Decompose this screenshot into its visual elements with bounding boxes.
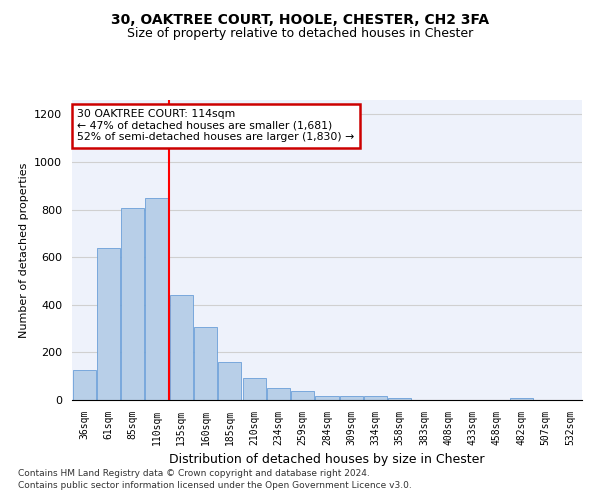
Text: 30 OAKTREE COURT: 114sqm
← 47% of detached houses are smaller (1,681)
52% of sem: 30 OAKTREE COURT: 114sqm ← 47% of detach… bbox=[77, 109, 355, 142]
Text: Contains public sector information licensed under the Open Government Licence v3: Contains public sector information licen… bbox=[18, 481, 412, 490]
Bar bbox=[316, 396, 338, 400]
Bar bbox=[170, 295, 193, 400]
Bar bbox=[121, 208, 144, 400]
Y-axis label: Number of detached properties: Number of detached properties bbox=[19, 162, 29, 338]
Bar bbox=[388, 398, 412, 400]
Bar bbox=[510, 398, 533, 400]
Bar bbox=[242, 378, 266, 400]
Bar bbox=[218, 362, 241, 400]
Bar bbox=[73, 370, 95, 400]
Bar bbox=[291, 391, 314, 400]
Text: Contains HM Land Registry data © Crown copyright and database right 2024.: Contains HM Land Registry data © Crown c… bbox=[18, 468, 370, 477]
X-axis label: Distribution of detached houses by size in Chester: Distribution of detached houses by size … bbox=[169, 454, 485, 466]
Bar bbox=[340, 396, 363, 400]
Bar bbox=[97, 248, 120, 400]
Bar bbox=[194, 328, 217, 400]
Bar bbox=[364, 396, 387, 400]
Text: Size of property relative to detached houses in Chester: Size of property relative to detached ho… bbox=[127, 28, 473, 40]
Bar bbox=[145, 198, 169, 400]
Text: 30, OAKTREE COURT, HOOLE, CHESTER, CH2 3FA: 30, OAKTREE COURT, HOOLE, CHESTER, CH2 3… bbox=[111, 12, 489, 26]
Bar bbox=[267, 388, 290, 400]
